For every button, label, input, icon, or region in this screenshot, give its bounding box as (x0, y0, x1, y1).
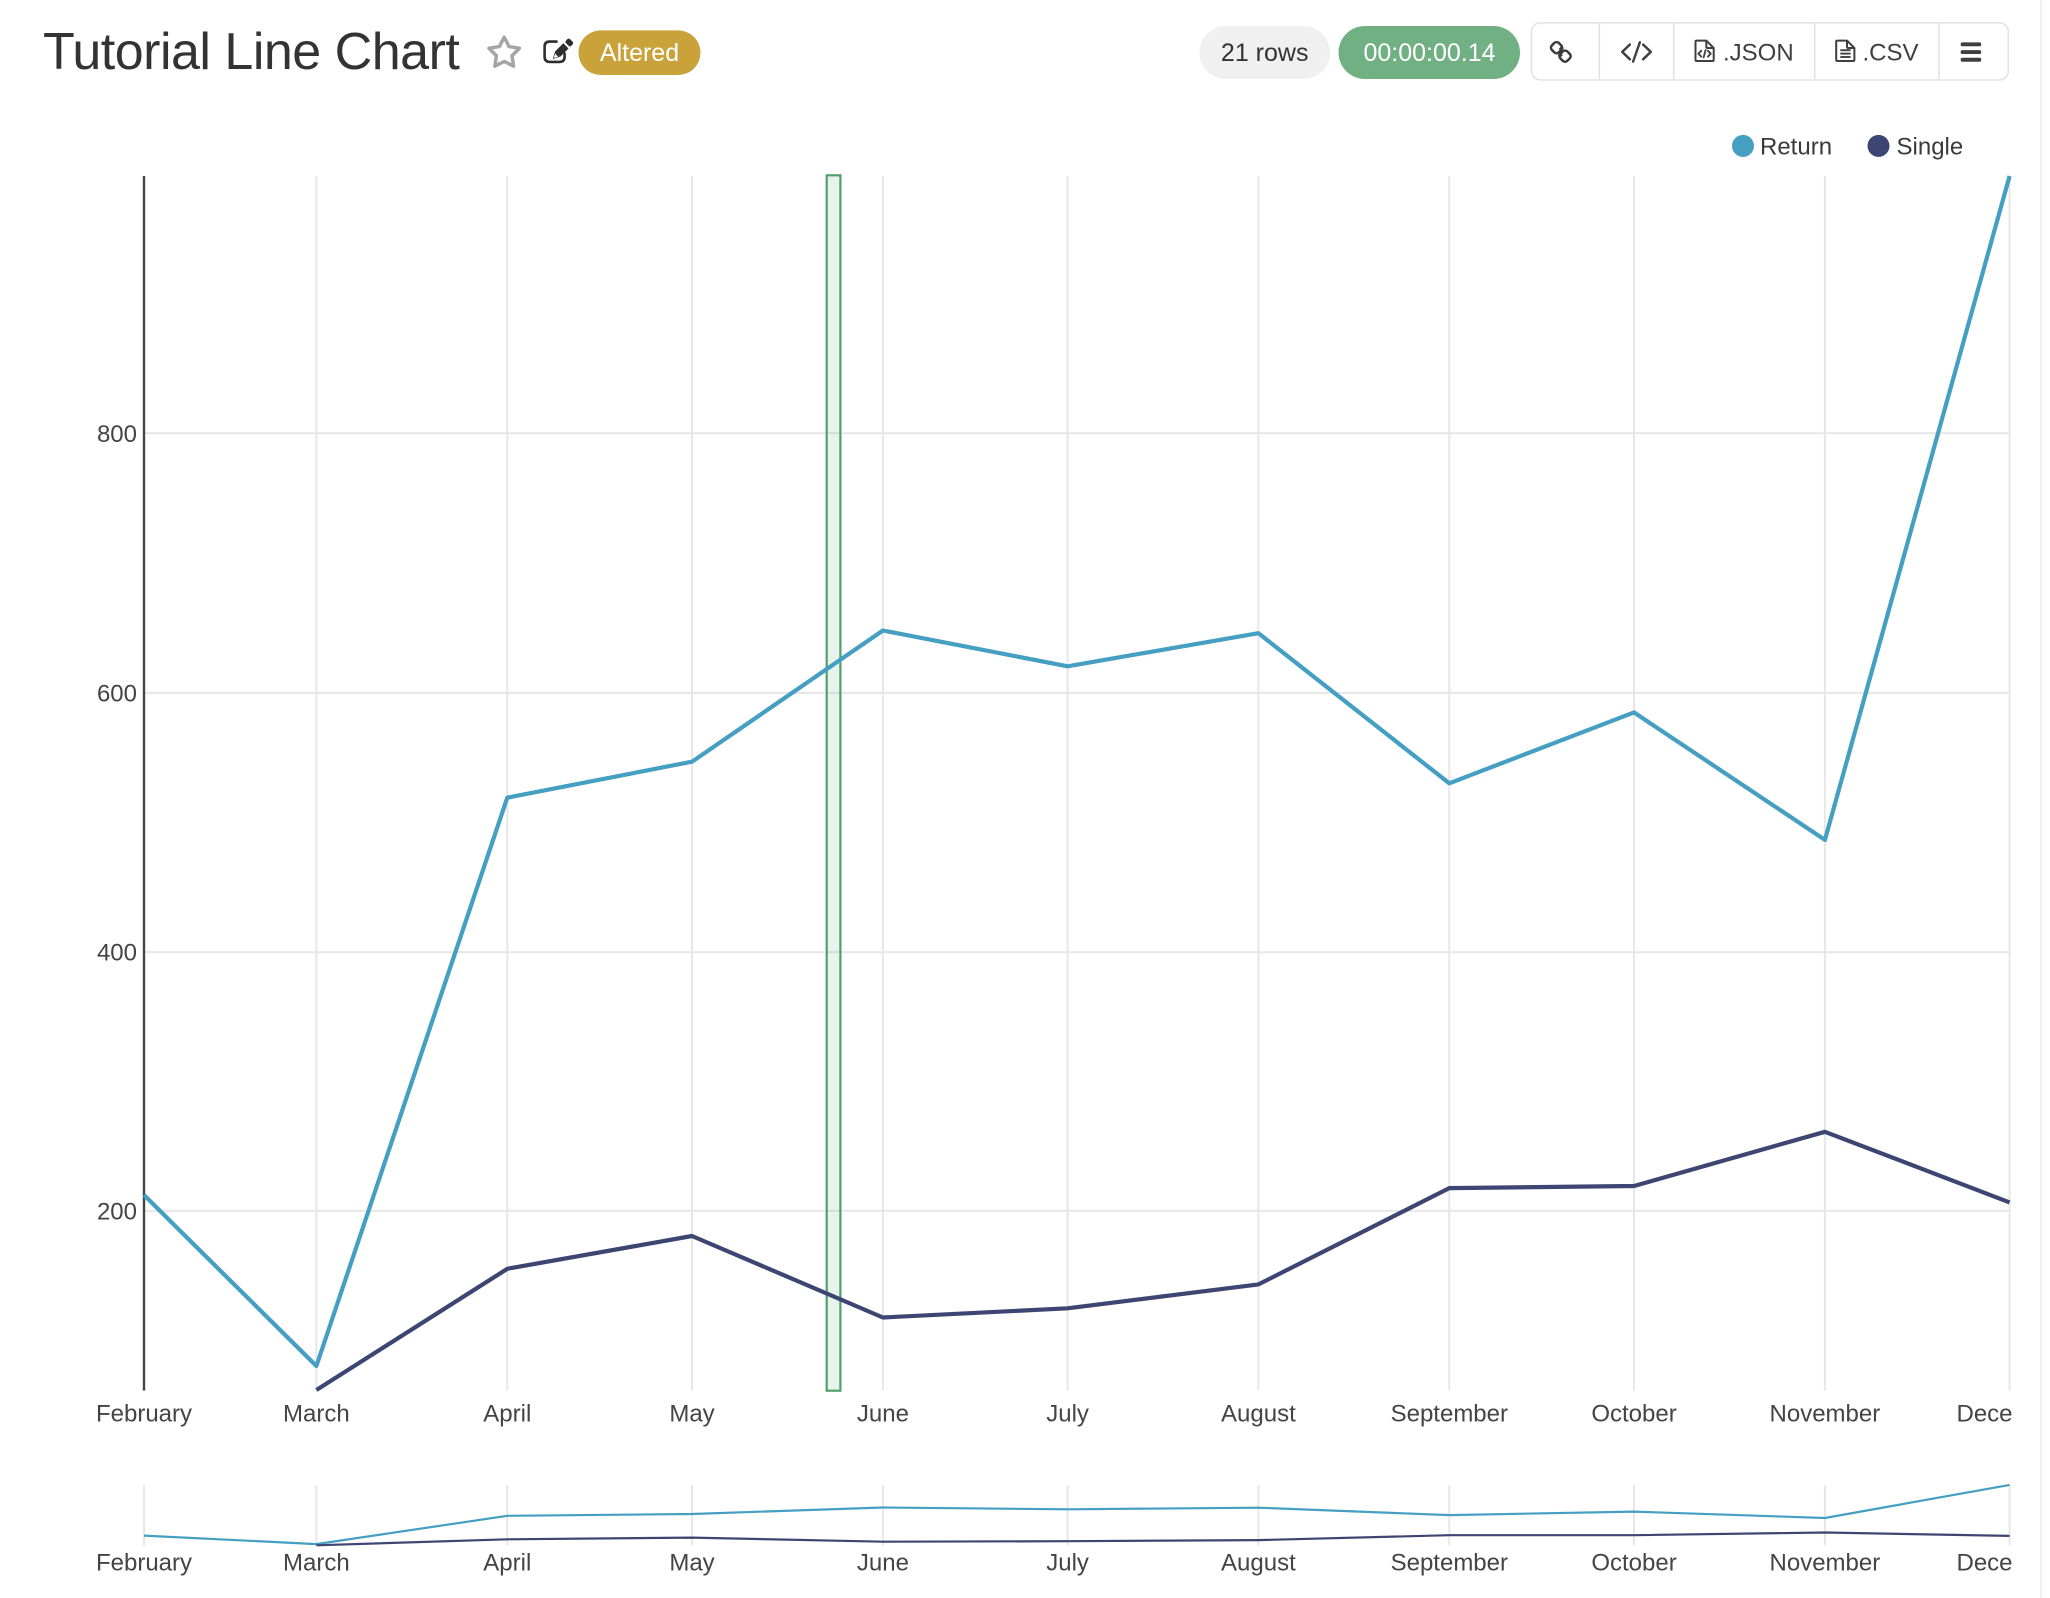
svg-text:Return: Return (1760, 134, 1832, 161)
svg-text:September: September (1391, 1401, 1508, 1428)
svg-text:200: 200 (97, 1199, 137, 1226)
svg-text:November: November (1770, 1549, 1881, 1576)
svg-text:Single: Single (1897, 134, 1964, 161)
svg-text:October: October (1591, 1401, 1676, 1428)
svg-text:May: May (669, 1549, 714, 1576)
svg-text:March: March (283, 1549, 350, 1576)
svg-text:Dece: Dece (1957, 1401, 2013, 1428)
svg-text:600: 600 (97, 681, 137, 708)
svg-text:.CSV: .CSV (1863, 39, 1919, 66)
svg-text:April: April (483, 1401, 531, 1428)
svg-text:February: February (96, 1549, 192, 1576)
svg-text:August: August (1221, 1549, 1296, 1576)
svg-text:April: April (483, 1549, 531, 1576)
svg-text:November: November (1770, 1401, 1881, 1428)
svg-text:.JSON: .JSON (1723, 39, 1794, 66)
svg-text:Tutorial Line Chart: Tutorial Line Chart (43, 23, 460, 81)
svg-text:21 rows: 21 rows (1221, 39, 1309, 67)
svg-text:March: March (283, 1401, 350, 1428)
svg-text:September: September (1391, 1549, 1508, 1576)
svg-text:400: 400 (97, 940, 137, 967)
svg-text:October: October (1591, 1549, 1676, 1576)
svg-text:Altered: Altered (600, 39, 679, 67)
svg-text:February: February (96, 1401, 192, 1428)
svg-text:May: May (669, 1401, 714, 1428)
svg-text:00:00:00.14: 00:00:00.14 (1363, 39, 1495, 67)
svg-text:June: June (857, 1549, 909, 1576)
svg-text:800: 800 (97, 421, 137, 448)
svg-text:August: August (1221, 1401, 1296, 1428)
svg-text:Dece: Dece (1957, 1549, 2013, 1576)
svg-text:July: July (1046, 1549, 1089, 1576)
svg-text:July: July (1046, 1401, 1089, 1428)
svg-text:June: June (857, 1401, 909, 1428)
